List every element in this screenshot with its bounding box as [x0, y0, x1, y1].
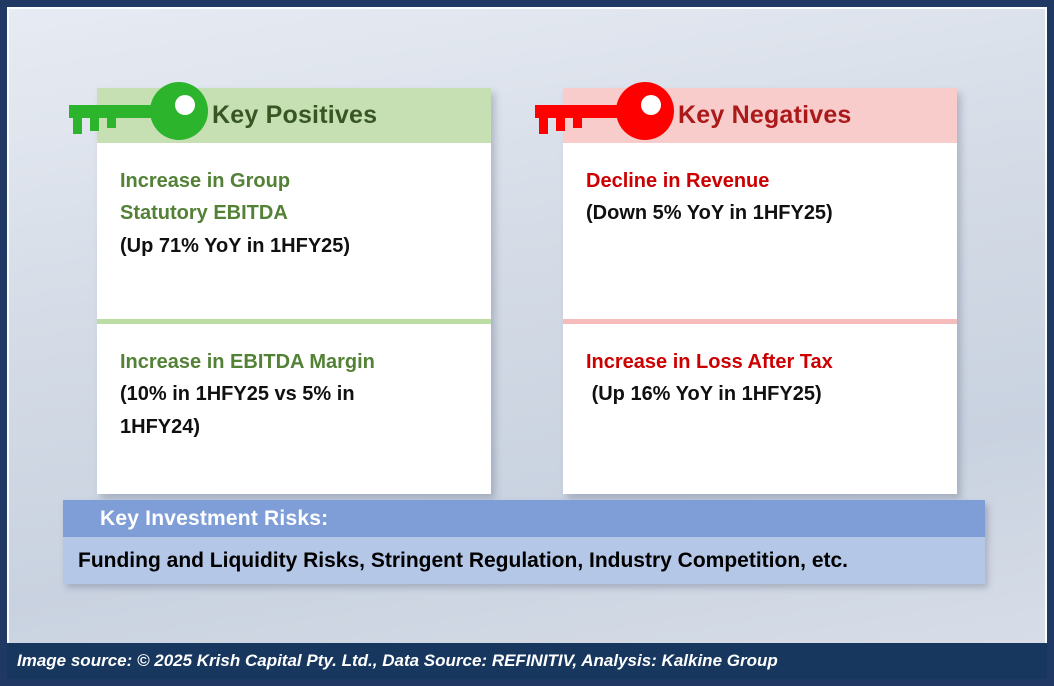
key-investment-risks-title: Key Investment Risks: [100, 506, 329, 530]
positive-item-detail: (Up 71% YoY in 1HFY25) [120, 234, 351, 257]
negative-item-heading: Decline in Revenue [586, 170, 770, 192]
negative-item-heading: Increase in Loss After Tax [586, 351, 833, 373]
key-negatives-panel: Key Negatives Decline in Revenue (Down 5… [535, 82, 957, 494]
positives-divider [97, 319, 491, 324]
key-investment-risks-body: Funding and Liquidity Risks, Stringent R… [63, 537, 985, 584]
key-negatives-header: Key Negatives [535, 82, 957, 143]
positive-item-heading: Increase in EBITDA Margin [120, 351, 375, 373]
footer-text: Image source: © 2025 Krish Capital Pty. … [17, 651, 778, 670]
key-negatives-title: Key Negatives [678, 101, 852, 129]
key-positives-header: Key Positives [69, 82, 491, 143]
key-investment-risks-panel: Key Investment Risks: Funding and Liquid… [63, 500, 985, 584]
image-source-footer: Image source: © 2025 Krish Capital Pty. … [7, 643, 1047, 679]
green-key-icon [69, 81, 214, 147]
positive-item-card: Increase in Group Statutory EBITDA (Up 7… [97, 143, 491, 319]
negatives-divider [563, 319, 957, 324]
negative-item-detail: (Up 16% YoY in 1HFY25) [586, 383, 822, 406]
key-investment-risks-header: Key Investment Risks: [63, 500, 985, 537]
key-positives-title: Key Positives [212, 101, 378, 129]
positive-item-detail: (10% in 1HFY25 vs 5% in 1HFY24) [120, 383, 355, 438]
key-positives-panel: Key Positives Increase in Group Statutor… [69, 82, 491, 494]
negative-item-detail: (Down 5% YoY in 1HFY25) [586, 202, 833, 225]
key-investment-risks-text: Funding and Liquidity Risks, Stringent R… [78, 548, 849, 572]
negative-item-card: Increase in Loss After Tax (Up 16% YoY i… [563, 324, 957, 494]
red-key-icon [535, 81, 680, 147]
negative-item-card: Decline in Revenue (Down 5% YoY in 1HFY2… [563, 143, 957, 319]
positive-item-heading: Increase in Group Statutory EBITDA [120, 170, 291, 225]
positive-item-card: Increase in EBITDA Margin (10% in 1HFY25… [97, 324, 491, 494]
